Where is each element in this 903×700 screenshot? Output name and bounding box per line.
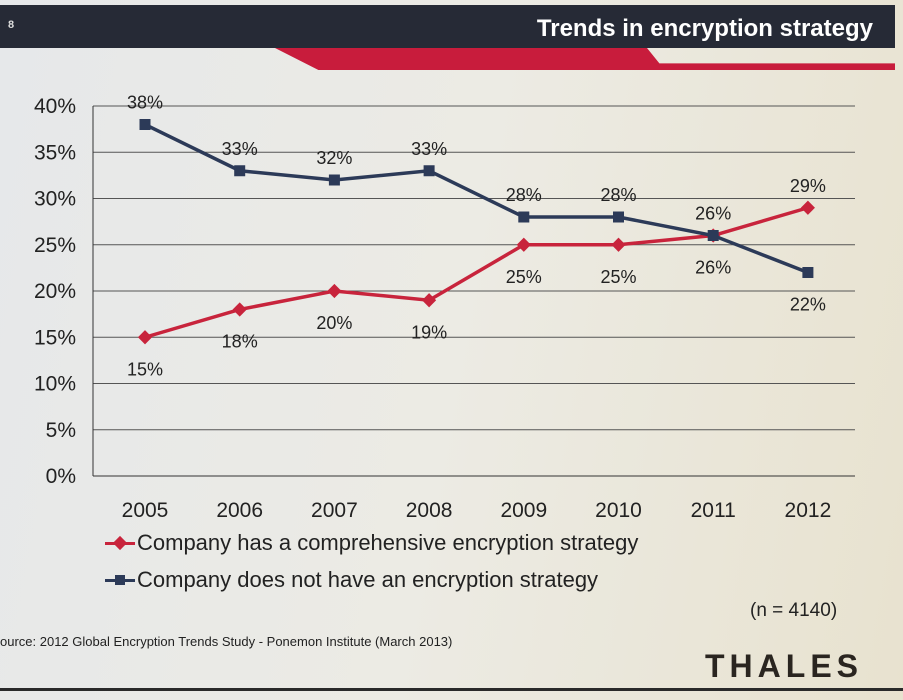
data-point — [707, 230, 719, 241]
data-point — [137, 330, 153, 345]
data-point — [613, 211, 624, 223]
source-note: ource: 2012 Global Encryption Trends Stu… — [0, 634, 453, 649]
data-label: 25% — [600, 267, 636, 287]
y-tick-label: 15% — [34, 326, 76, 349]
data-label: 20% — [316, 313, 352, 333]
data-point — [611, 237, 626, 252]
thales-logo: THALES — [705, 648, 863, 684]
data-label: 19% — [411, 322, 447, 342]
data-label: 29% — [790, 176, 826, 196]
data-point — [327, 283, 342, 299]
bottom-rule — [0, 688, 903, 691]
data-point — [328, 174, 340, 186]
series-line-1 — [144, 122, 809, 275]
data-label: 33% — [411, 139, 447, 159]
x-tick-label: 2009 — [500, 499, 547, 522]
data-point — [234, 165, 246, 177]
data-label: 33% — [222, 139, 258, 159]
y-tick-label: 10% — [34, 373, 76, 396]
data-label: 26% — [695, 258, 731, 278]
data-label: 32% — [316, 148, 352, 168]
series-line-0 — [144, 206, 809, 339]
data-point — [516, 237, 531, 252]
x-tick-label: 2011 — [691, 499, 736, 522]
data-label: 25% — [506, 267, 542, 287]
data-label: 38% — [127, 93, 163, 113]
y-tick-label: 5% — [46, 419, 76, 442]
data-label: 28% — [506, 185, 542, 205]
x-tick-label: 2008 — [406, 499, 453, 522]
y-tick-label: 40% — [34, 95, 76, 118]
slide-header: 8 Trends in encryption strategy — [0, 5, 895, 48]
data-point — [800, 200, 815, 215]
page-number: 8 — [8, 19, 15, 31]
legend-item-1: Company does not have an encryption stra… — [105, 567, 598, 593]
data-point — [802, 267, 814, 278]
slide-title: Trends in encryption strategy — [536, 15, 873, 42]
y-tick-label: 25% — [34, 234, 76, 257]
x-tick-label: 2005 — [122, 499, 169, 522]
legend-item-0: Company has a comprehensive encryption s… — [105, 530, 638, 556]
y-tick-label: 30% — [34, 188, 76, 211]
data-label: 22% — [790, 295, 826, 315]
data-point — [139, 119, 151, 130]
data-label: 26% — [695, 204, 731, 224]
x-tick-label: 2007 — [311, 499, 358, 522]
data-point — [422, 293, 437, 308]
data-label: 15% — [127, 359, 163, 379]
y-tick-label: 20% — [34, 280, 76, 303]
x-tick-label: 2006 — [216, 499, 263, 522]
data-label: 18% — [222, 332, 258, 352]
y-tick-label: 35% — [34, 141, 76, 164]
legend-swatch-red — [105, 535, 135, 550]
data-point — [423, 165, 435, 177]
sample-size: (n = 4140) — [750, 600, 838, 621]
legend-label: Company has a comprehensive encryption s… — [137, 530, 639, 555]
data-point — [232, 302, 247, 317]
line-chart: 0% 5% 10% 15% 20% 25% 30% 35% 40% 2005 2006 2007 200… — [34, 93, 855, 522]
y-tick-label: 0% — [46, 465, 76, 488]
x-tick-label: 2010 — [595, 499, 642, 522]
legend-swatch-blue — [105, 574, 135, 585]
x-tick-label: 2012 — [785, 499, 832, 522]
data-point — [518, 211, 530, 223]
legend-label: Company does not have an encryption stra… — [137, 567, 599, 592]
data-label: 28% — [600, 185, 636, 205]
